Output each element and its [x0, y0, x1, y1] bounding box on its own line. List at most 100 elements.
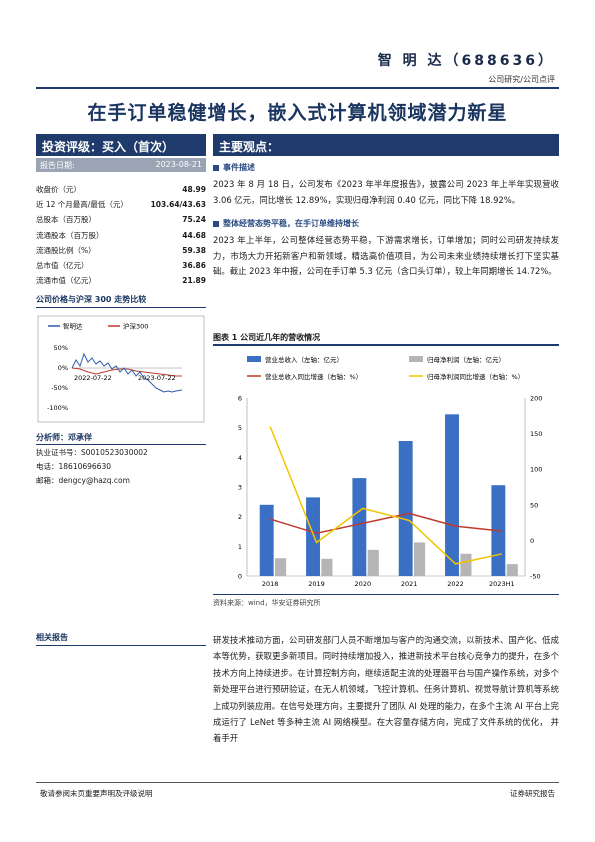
profit-bar	[275, 558, 287, 576]
footer-divider	[36, 782, 559, 783]
page-title: 在手订单稳健增长，嵌入式计算机领域潜力新星	[87, 102, 508, 124]
metric-row: 流通股本（百万股） 44.68	[36, 228, 206, 243]
right-y-tick: 50	[530, 501, 538, 509]
footer-report-type: 证券研究报告	[510, 789, 555, 798]
profit-bar	[367, 549, 379, 576]
left-y-tick: 5	[238, 424, 242, 432]
stock-chart-svg: 智明达 沪深300 50% 0% -50% -100% 2022-07-22 2…	[37, 316, 205, 423]
profit-bar	[321, 558, 333, 576]
revenue-bar	[398, 441, 413, 576]
stock-y-tick: -50%	[51, 384, 68, 392]
legend-revenue-growth-label: 营业总收入同比增速（右轴：%）	[265, 372, 362, 381]
report-date: 报告日期: 2023-08-21	[36, 158, 206, 172]
index-price-line	[71, 367, 182, 377]
left-y-tick: 0	[238, 573, 242, 581]
profit-growth-line	[269, 426, 502, 565]
stock-price-chart: 智明达 沪深300 50% 0% -50% -100% 2022-07-22 2…	[36, 314, 206, 424]
section-heading-text: 事件描述	[223, 163, 255, 172]
source-divider	[213, 594, 559, 595]
left-y-tick: 2	[238, 513, 242, 521]
legend-index-label: 沪深300	[123, 322, 148, 331]
left-y-tick: 3	[238, 484, 242, 492]
section-heading: 事件描述	[213, 162, 559, 173]
x-tick-label: 2023H1	[489, 580, 515, 588]
stock-x-tick: 2022-07-22	[74, 374, 112, 382]
analyst-email[interactable]: 邮箱：dengcy@hazq.com	[36, 476, 130, 486]
x-tick-label: 2020	[355, 580, 372, 588]
revenue-bar	[352, 478, 367, 576]
stock-y-tick: 50%	[54, 344, 68, 352]
profit-bar	[460, 553, 472, 576]
analyst-name: 分析师：邓承佯	[36, 432, 206, 446]
x-tick-label: 2019	[308, 580, 325, 588]
figure-title: 图表 1 公司近几年的营收情况	[213, 333, 321, 342]
revenue-bar	[306, 497, 320, 576]
bullet-square-icon	[213, 164, 219, 171]
bullet-square-icon	[213, 220, 219, 227]
company-name: 智 明 达（688636）	[377, 53, 555, 69]
company-price-line	[71, 353, 183, 393]
section-heading: 整体经营态势平稳，在手订单维持增长	[213, 218, 559, 229]
section-heading-text: 整体经营态势平稳，在手订单维持增长	[223, 219, 359, 228]
x-tick-label: 2021	[401, 580, 418, 588]
metric-value: 21.89	[182, 276, 206, 286]
stock-y-tick: 0%	[58, 364, 68, 372]
metric-label: 流通股本（百万股）	[36, 230, 104, 240]
revenue-growth-line	[269, 512, 502, 535]
right-y-tick: 150	[530, 430, 542, 438]
x-tick-label: 2018	[262, 580, 279, 588]
metric-value: 75.24	[182, 215, 206, 225]
metric-row: 流通市值（亿元） 21.89	[36, 273, 206, 288]
metric-label: 收盘价（元）	[36, 185, 81, 195]
right-y-tick: -50	[530, 573, 541, 581]
section-paragraph: 2023 年上半年，公司整体经营态势平稳，下游需求增长，订单增加；同时公司研发持…	[213, 235, 559, 276]
stock-x-tick: 2023-07-22	[138, 374, 176, 382]
stock-metrics: 收盘价（元） 48.99 近 12 个月最高/最低（元） 103.64/43.63 …	[36, 182, 206, 288]
legend-profit-swatch	[409, 356, 423, 362]
analyst-cert: 执业证书号：S0010523030002	[36, 448, 148, 458]
metric-value: 48.99	[182, 185, 206, 195]
legend-revenue-swatch	[247, 356, 261, 362]
metric-value: 44.68	[182, 230, 206, 240]
metric-label: 流通市值（亿元）	[36, 276, 96, 286]
profit-bar	[506, 564, 518, 576]
metric-label: 总市值（亿元）	[36, 261, 89, 271]
metric-row: 总股本（百万股） 75.24	[36, 212, 206, 227]
header-divider	[36, 87, 559, 89]
metric-label: 流通股比例（%）	[36, 245, 96, 255]
right-y-tick: 200	[530, 395, 542, 403]
metric-value: 103.64/43.63	[150, 200, 206, 210]
right-y-tick: 0	[530, 537, 534, 545]
report-category: 公司研究/公司点评	[488, 75, 555, 84]
main-content: 主要观点： 事件描述 2023 年 8 月 18 日，公司发布《2023 年半年…	[213, 134, 559, 280]
revenue-chart: 营业总收入（左轴：亿元） 归母净利润（左轴：亿元） 营业总收入同比增速（右轴：%…	[238, 355, 543, 589]
metric-row: 流通股比例（%） 59.38	[36, 243, 206, 258]
stock-chart-title: 公司价格与沪深 300 走势比较	[36, 294, 206, 309]
left-y-tick: 6	[238, 395, 242, 403]
stock-chart-frame	[37, 316, 205, 423]
chart-plot-area: 0 1 2 3 4 5 6 -50 0 50 100 150 200 2018 2019 2020 2021 20…	[238, 395, 543, 589]
revenue-bar	[259, 504, 274, 576]
section-paragraph: 2023 年 8 月 18 日，公司发布《2023 年半年度报告》，披露公司 2…	[213, 179, 559, 205]
legend-company-label: 智明达	[63, 322, 83, 331]
related-reports-heading: 相关报告	[36, 632, 206, 646]
footer-disclaimer: 敬请参阅末页重要声明及评级说明	[40, 789, 153, 798]
left-y-tick: 4	[238, 454, 242, 462]
metric-value: 59.38	[182, 245, 206, 255]
right-y-tick: 100	[530, 466, 542, 474]
metric-label: 总股本（百万股）	[36, 215, 96, 225]
x-tick-label: 2022	[447, 580, 464, 588]
legend-profit-growth-label: 归母净利润同比增速（右轴：%）	[427, 372, 524, 381]
metric-value: 36.86	[182, 261, 206, 271]
figure-source: 资料来源：wind，华安证券研究所	[213, 599, 321, 607]
chart-legend: 营业总收入（左轴：亿元） 归母净利润（左轴：亿元） 营业总收入同比增速（右轴：%…	[247, 355, 524, 381]
analyst-phone: 电话：18610696630	[36, 462, 111, 472]
legend-revenue-label: 营业总收入（左轴：亿元）	[265, 355, 343, 364]
report-date-label: 报告日期:	[40, 161, 75, 170]
investment-rating: 投资评级：买入（首次）	[36, 134, 206, 156]
metric-label: 近 12 个月最高/最低（元）	[36, 200, 128, 210]
profit-bar	[414, 542, 426, 576]
metric-row: 近 12 个月最高/最低（元） 103.64/43.63	[36, 197, 206, 212]
key-views-heading: 主要观点：	[213, 134, 559, 156]
metric-row: 收盘价（元） 48.99	[36, 182, 206, 197]
